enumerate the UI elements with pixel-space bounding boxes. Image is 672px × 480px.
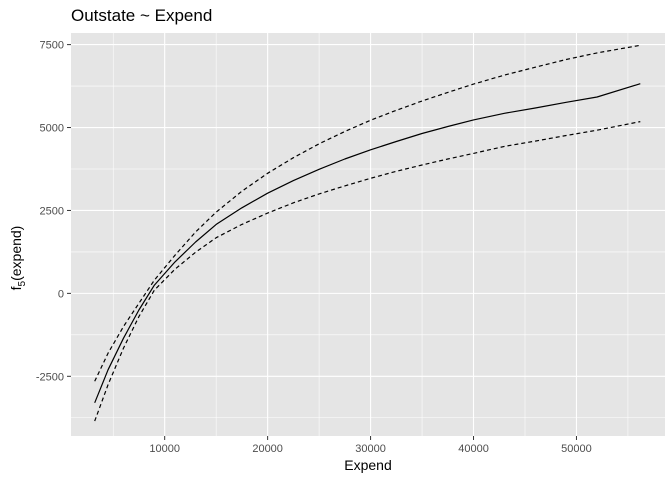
series-lines [94, 44, 641, 422]
y-axis-title-rest: (expend) [8, 226, 24, 281]
plot-panel [71, 33, 665, 436]
series-line-fit [94, 83, 641, 404]
x-tick-label: 30000 [355, 443, 386, 455]
y-tick-label: 7500 [40, 40, 64, 52]
y-tick-label: -2500 [36, 371, 64, 383]
y-axis-title-base: f [8, 286, 24, 290]
axis-ticks: 10000 20000 30000 40000 50000 -2500 0 2500 5000 7… [36, 40, 592, 455]
series-line-upper [94, 44, 641, 382]
x-tick-label: 50000 [561, 443, 592, 455]
x-tick-label: 40000 [458, 443, 489, 455]
y-tick-label: 2500 [40, 205, 64, 217]
y-axis-title: f5(expend) [8, 226, 28, 291]
x-tick-label: 10000 [149, 443, 180, 455]
x-tick-label: 20000 [252, 443, 283, 455]
x-axis-title: Expend [344, 457, 391, 473]
grid-lines [71, 33, 665, 436]
chart-title: Outstate ~ Expend [71, 6, 212, 25]
y-tick-label: 0 [58, 288, 64, 300]
series-line-lower [94, 121, 641, 422]
y-axis-title-subscript: 5 [17, 280, 28, 286]
y-tick-label: 5000 [40, 123, 64, 135]
